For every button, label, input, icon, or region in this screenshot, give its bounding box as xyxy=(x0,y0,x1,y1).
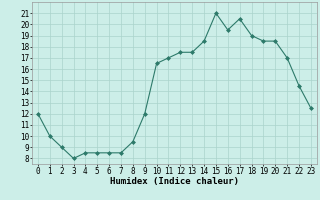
X-axis label: Humidex (Indice chaleur): Humidex (Indice chaleur) xyxy=(110,177,239,186)
